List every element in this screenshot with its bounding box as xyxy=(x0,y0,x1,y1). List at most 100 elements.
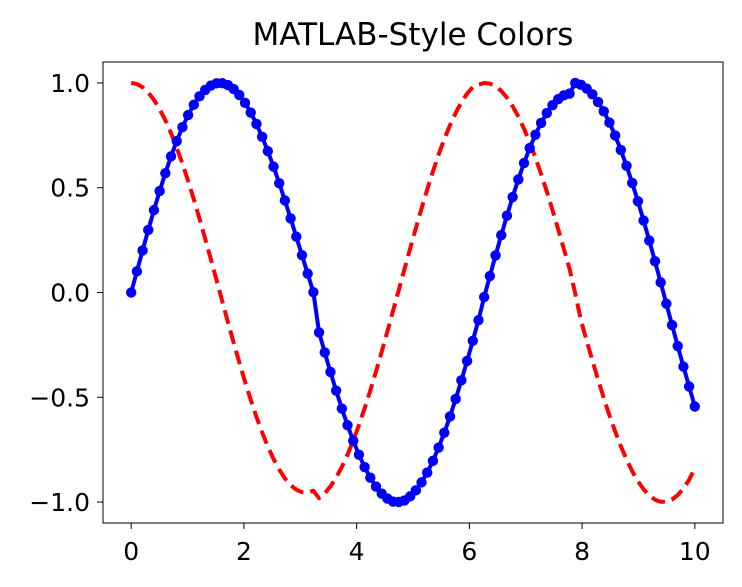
series-sin-point xyxy=(148,204,160,216)
series-sin-point xyxy=(319,347,330,358)
series-sin-point xyxy=(473,315,484,326)
x-tick-label: 10 xyxy=(679,537,711,566)
series-sin-point xyxy=(262,145,274,157)
series-sin-point xyxy=(348,435,359,446)
series-sin-point xyxy=(496,230,507,241)
series-sin-point xyxy=(535,117,547,129)
series-sin-point xyxy=(564,88,575,99)
series-sin-point xyxy=(137,245,148,256)
x-tick-label: 4 xyxy=(349,537,365,566)
series-sin-point xyxy=(365,472,376,483)
series-sin-point xyxy=(621,160,632,171)
x-tick-label: 0 xyxy=(123,537,139,566)
series-sin-point xyxy=(285,213,296,224)
series-sin-point xyxy=(615,144,627,156)
series-sin-point xyxy=(182,109,194,121)
series-sin-point xyxy=(313,327,325,338)
series-sin-point xyxy=(336,403,348,414)
series-sin-point xyxy=(490,250,501,261)
series-sin-point xyxy=(325,366,336,378)
series-sin-point xyxy=(626,177,638,189)
y-axis: −1.0 −0.5 0.0 0.5 1.0 xyxy=(29,69,103,517)
series-sin-point xyxy=(268,161,279,172)
series-sin-point xyxy=(638,215,649,226)
y-tick-label: 0.5 xyxy=(50,174,90,203)
series-sin-point xyxy=(524,142,535,154)
series-sin-point xyxy=(296,250,308,261)
series-sin-point xyxy=(177,122,188,133)
series-sin-point xyxy=(689,401,701,412)
series-sin-point xyxy=(370,481,382,492)
series-sin-point xyxy=(188,99,200,110)
series-sin-point xyxy=(644,235,655,246)
series-sin-group xyxy=(125,77,701,508)
series-sin-point xyxy=(251,118,262,130)
series-sin-point xyxy=(171,135,182,147)
series-sin-point xyxy=(279,195,291,206)
series-sin-point xyxy=(353,449,365,460)
plot-frame xyxy=(102,61,724,524)
series-sin-point xyxy=(672,340,683,352)
y-tick-label: −1.0 xyxy=(29,488,90,517)
series-sin-point xyxy=(683,381,695,392)
series-sin-point xyxy=(444,411,456,422)
series-sin-point xyxy=(604,117,615,128)
x-tick-label: 6 xyxy=(461,537,477,566)
series-sin-point xyxy=(422,467,433,478)
series-sin-point xyxy=(507,191,518,203)
series-sin-point xyxy=(143,224,154,236)
series-sin-point xyxy=(154,185,165,197)
series-sin-point xyxy=(461,355,473,367)
y-tick-label: −0.5 xyxy=(29,383,90,412)
series-sin-point xyxy=(541,107,552,119)
series-sin-point xyxy=(661,298,672,309)
x-tick-label: 8 xyxy=(574,537,590,566)
series-sin-point xyxy=(649,256,661,267)
series-sin-point xyxy=(678,361,689,372)
series-sin-point xyxy=(239,97,251,109)
series-sin-point xyxy=(632,196,644,207)
series-sin-point xyxy=(609,130,621,141)
series-sin-point xyxy=(598,106,609,117)
series-sin-point xyxy=(131,266,143,277)
series-sin-point xyxy=(160,167,171,179)
series-sin-point xyxy=(467,335,478,346)
series-sin-point xyxy=(456,375,467,386)
series-sin-point xyxy=(478,291,490,303)
series-sin-point xyxy=(501,210,513,221)
series-sin-point xyxy=(234,89,245,101)
series-cos-line xyxy=(130,80,697,504)
series-sin-point xyxy=(274,177,285,189)
series-sin-point xyxy=(427,455,439,467)
series-sin-point xyxy=(666,319,678,331)
series-sin-point xyxy=(518,157,530,169)
series-cos-group xyxy=(130,80,697,504)
series-sin-point xyxy=(256,131,268,143)
series-sin-point xyxy=(433,442,444,453)
series-sin-point xyxy=(410,485,422,496)
series-sin-point xyxy=(592,96,604,108)
chart-title: MATLAB-Style Colors xyxy=(253,17,574,53)
series-sin-point xyxy=(245,107,256,118)
series-sin-point xyxy=(342,420,353,431)
series-sin-point xyxy=(165,151,177,162)
series-layer xyxy=(125,77,701,508)
series-sin-point xyxy=(302,268,313,279)
series-sin-point xyxy=(359,461,370,473)
series-sin-point xyxy=(587,89,598,100)
series-sin-point xyxy=(416,477,427,488)
series-sin-point xyxy=(439,427,450,438)
series-sin-point xyxy=(655,277,666,288)
y-tick-label: 0.0 xyxy=(50,279,90,308)
series-sin-point xyxy=(291,231,302,242)
series-sin-point xyxy=(308,287,319,298)
series-sin-point xyxy=(484,270,496,282)
series-sin-point xyxy=(330,385,342,396)
series-sin-point xyxy=(530,129,541,140)
x-tick-label: 2 xyxy=(236,537,252,566)
x-axis: 0 2 4 6 8 10 xyxy=(123,523,711,566)
y-tick-label: 1.0 xyxy=(50,69,90,98)
series-sin-point xyxy=(450,393,461,405)
